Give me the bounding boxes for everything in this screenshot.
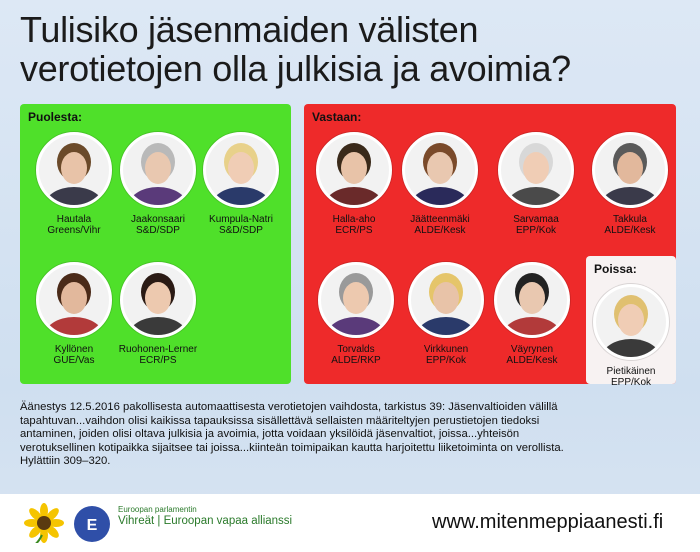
ep-group-logo-icon: E [74, 506, 110, 542]
mep-party: ALDE/Kesk [414, 225, 466, 236]
mep-card-against-6: Väyrynen ALDE/Kesk [490, 262, 574, 366]
mep-name: Takkula [613, 214, 647, 225]
mep-name: Torvalds [337, 344, 375, 355]
mep-card-absent-0: Pietikäinen EPP/Kok [589, 284, 673, 388]
mep-name: Kumpula-Natri [209, 214, 273, 225]
portrait-photo [36, 262, 112, 338]
mep-party: EPP/Kok [425, 355, 467, 366]
mep-name: Jaakonsaari [131, 214, 185, 225]
mep-name: Pietikäinen [606, 366, 656, 377]
description-line: tapahtuvan...vaihdon olisi kaikissa tapa… [20, 414, 540, 427]
portrait-photo [36, 132, 112, 208]
description-line: antaminen, joiden olisi oltava julkisia … [20, 428, 520, 440]
page-title: Tulisiko jäsenmaiden välisten verotietoj… [20, 10, 680, 88]
title-line-2: verotietojen olla julkisia ja avoimia? [20, 48, 571, 89]
mep-name: Virkkunen [423, 344, 469, 355]
mep-name: Jäätteenmäki [410, 214, 470, 225]
title-line-1: Tulisiko jäsenmaiden välisten [20, 9, 479, 50]
mep-card-against-0: Halla-aho ECR/PS [312, 132, 396, 236]
mep-name: Väyrynen [510, 344, 554, 355]
mep-card-against-3: Takkula ALDE/Kesk [588, 132, 672, 236]
mep-party: ALDE/Kesk [604, 225, 656, 236]
website-link[interactable]: www.mitenmeppiaanesti.fi [432, 511, 664, 533]
sunflower-logo-icon [24, 503, 64, 543]
absent-heading: Poissa: [594, 262, 637, 276]
description-line: Äänestys 12.5.2016 pakollisesta automaat… [20, 401, 558, 413]
mep-name: Halla-aho [332, 214, 376, 225]
description-line: Hylättiin 309–320. [20, 455, 111, 467]
mep-card-against-4: Torvalds ALDE/RKP [314, 262, 398, 366]
mep-card-against-5: Virkkunen EPP/Kok [404, 262, 488, 366]
portrait-photo [593, 284, 669, 360]
mep-party: EPP/Kok [610, 377, 652, 388]
portrait-photo [592, 132, 668, 208]
portrait-photo [498, 132, 574, 208]
mep-name: Ruohonen-Lerner [118, 344, 198, 355]
mep-card-against-2: Sarvamaa EPP/Kok [494, 132, 578, 236]
mep-party: ALDE/RKP [331, 355, 381, 366]
mep-party: S&D/SDP [136, 225, 180, 236]
mep-party: ECR/PS [139, 355, 177, 366]
portrait-photo [203, 132, 279, 208]
mep-card-for-3: Kyllönen GUE/Vas [32, 262, 116, 366]
mep-party: Greens/Vihr [47, 225, 101, 236]
mep-name: Hautala [56, 214, 92, 225]
portrait-photo [402, 132, 478, 208]
mep-name: Kyllönen [54, 344, 94, 355]
org-group-label: Vihreät | Euroopan vapaa allianssi [118, 515, 293, 527]
for-heading: Puolesta: [28, 110, 83, 124]
portrait-photo [494, 262, 570, 338]
against-heading: Vastaan: [312, 110, 362, 124]
mep-party: S&D/SDP [219, 225, 263, 236]
mep-party: EPP/Kok [515, 225, 557, 236]
mep-card-for-4: Ruohonen-Lerner ECR/PS [116, 262, 200, 366]
mep-name: Sarvamaa [513, 214, 559, 225]
mep-party: GUE/Vas [53, 355, 95, 366]
org-small-label: Euroopan parlamentin [118, 505, 197, 514]
svg-text:E: E [87, 517, 98, 534]
vote-description: Äänestys 12.5.2016 pakollisesta automaat… [20, 401, 685, 469]
portrait-photo [120, 262, 196, 338]
mep-party: ALDE/Kesk [506, 355, 558, 366]
portrait-photo [318, 262, 394, 338]
footer: E Euroopan parlamentin Vihreät | Euroopa… [0, 494, 700, 552]
portrait-photo [316, 132, 392, 208]
mep-card-for-0: Hautala Greens/Vihr [32, 132, 116, 236]
mep-party: ECR/PS [335, 225, 373, 236]
description-line: verotuksellinen kotipaikka sijaitsee tai… [20, 441, 564, 454]
portrait-photo [120, 132, 196, 208]
mep-card-against-1: Jäätteenmäki ALDE/Kesk [398, 132, 482, 236]
mep-card-for-1: Jaakonsaari S&D/SDP [116, 132, 200, 236]
mep-card-for-2: Kumpula-Natri S&D/SDP [199, 132, 283, 236]
portrait-photo [408, 262, 484, 338]
